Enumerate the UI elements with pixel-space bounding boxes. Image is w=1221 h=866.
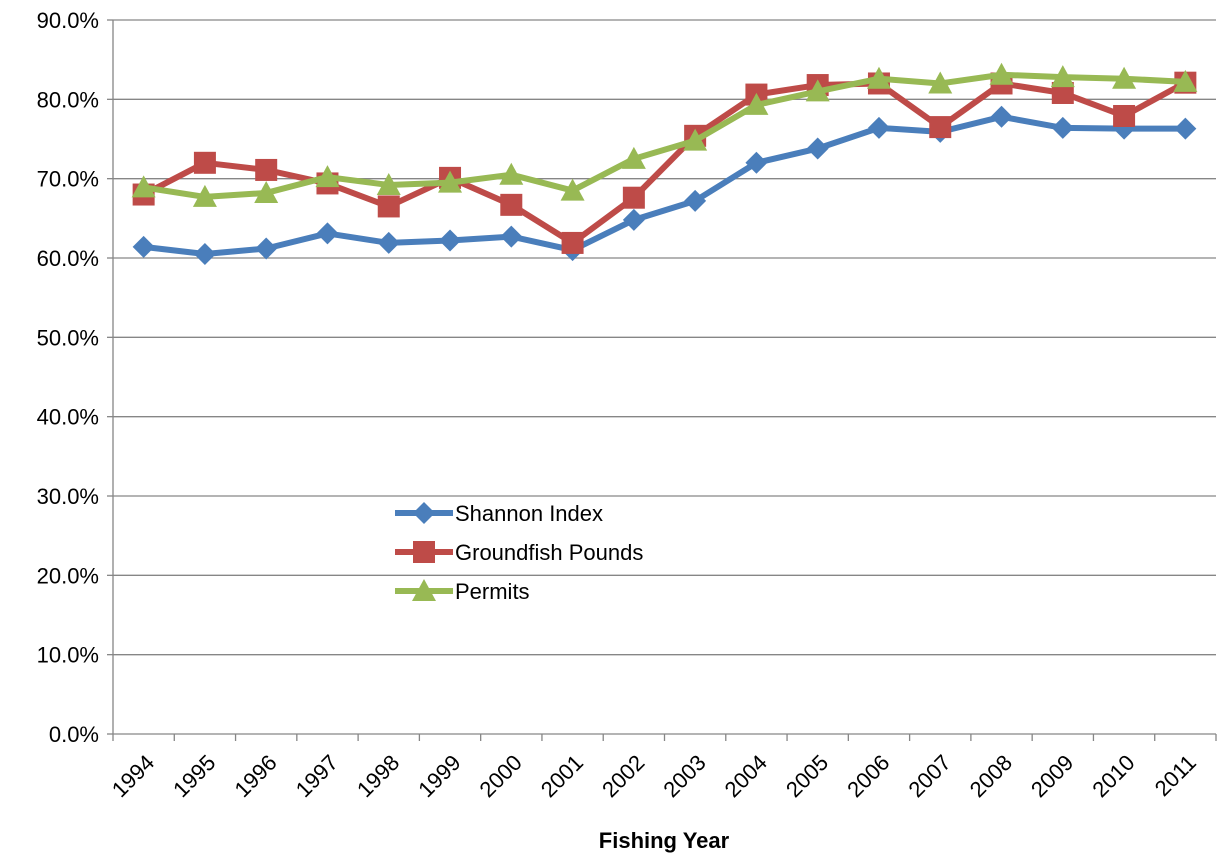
y-tick-label: 70.0% xyxy=(37,167,99,192)
marker xyxy=(377,231,400,254)
y-tick-label: 0.0% xyxy=(49,722,99,747)
y-tick-label: 30.0% xyxy=(37,484,99,509)
series-line xyxy=(143,71,1186,200)
y-tick-label: 50.0% xyxy=(37,325,99,350)
marker xyxy=(254,180,279,203)
x-tick-label: 1994 xyxy=(107,750,159,802)
x-tick-label: 2003 xyxy=(658,750,710,802)
x-tick-label: 1996 xyxy=(229,750,281,802)
marker xyxy=(377,195,400,218)
y-tick-label: 10.0% xyxy=(37,643,99,668)
marker xyxy=(805,79,830,102)
marker xyxy=(439,229,462,252)
y-tick-label: 40.0% xyxy=(37,405,99,430)
x-tick-label: 1998 xyxy=(352,750,404,802)
marker xyxy=(376,173,401,196)
marker xyxy=(500,225,523,248)
x-tick-label: 2004 xyxy=(720,750,772,802)
x-tick-label: 2007 xyxy=(903,750,955,802)
marker xyxy=(621,146,646,169)
x-tick-label: 2002 xyxy=(597,750,649,802)
x-tick-label: 2001 xyxy=(536,750,588,802)
marker xyxy=(806,137,829,160)
x-tick-label: 2005 xyxy=(781,750,833,802)
legend-marker xyxy=(413,502,435,524)
marker xyxy=(316,222,339,245)
x-tick-label: 2009 xyxy=(1026,750,1078,802)
marker xyxy=(622,208,645,231)
legend-label: Shannon Index xyxy=(455,501,603,526)
marker xyxy=(500,193,523,216)
x-tick-label: 1995 xyxy=(168,750,220,802)
marker xyxy=(192,184,217,207)
x-tick-label: 2000 xyxy=(475,750,527,802)
y-tick-label: 60.0% xyxy=(37,246,99,271)
marker xyxy=(866,66,891,89)
marker xyxy=(255,158,278,181)
marker xyxy=(255,237,278,260)
legend-marker xyxy=(412,579,436,601)
legend-marker xyxy=(413,541,435,563)
marker xyxy=(132,235,155,258)
y-tick-label: 80.0% xyxy=(37,87,99,112)
series-line xyxy=(143,113,1186,258)
marker xyxy=(989,62,1014,85)
marker xyxy=(928,71,953,94)
series-line xyxy=(142,80,1187,246)
marker xyxy=(1051,116,1074,139)
marker xyxy=(1173,69,1198,92)
marker xyxy=(131,175,156,198)
marker xyxy=(560,178,585,201)
marker xyxy=(1174,117,1197,140)
marker xyxy=(1112,66,1137,89)
legend-label: Groundfish Pounds xyxy=(455,540,643,565)
marker xyxy=(745,151,768,174)
y-tick-label: 20.0% xyxy=(37,563,99,588)
marker xyxy=(684,189,707,212)
marker xyxy=(193,151,216,174)
marker xyxy=(1113,104,1136,127)
marker xyxy=(315,165,340,188)
x-tick-label: 1997 xyxy=(291,750,343,802)
legend-label: Permits xyxy=(455,579,530,604)
marker xyxy=(929,116,952,139)
y-tick-label: 90.0% xyxy=(37,8,99,33)
x-tick-label: 2011 xyxy=(1150,750,1201,801)
marker xyxy=(744,92,769,115)
marker xyxy=(438,170,463,193)
x-tick-label: 2010 xyxy=(1087,750,1139,802)
marker xyxy=(867,116,890,139)
marker xyxy=(561,231,584,254)
marker xyxy=(193,243,216,266)
marker xyxy=(499,162,524,185)
marker xyxy=(1051,81,1074,104)
x-tick-label: 2008 xyxy=(965,750,1017,802)
x-axis-label: Fishing Year xyxy=(599,828,730,853)
x-tick-label: 2006 xyxy=(842,750,894,802)
marker xyxy=(622,186,645,209)
x-tick-label: 1999 xyxy=(413,750,465,802)
marker xyxy=(683,128,708,151)
marker xyxy=(1050,65,1075,88)
marker xyxy=(990,105,1013,128)
